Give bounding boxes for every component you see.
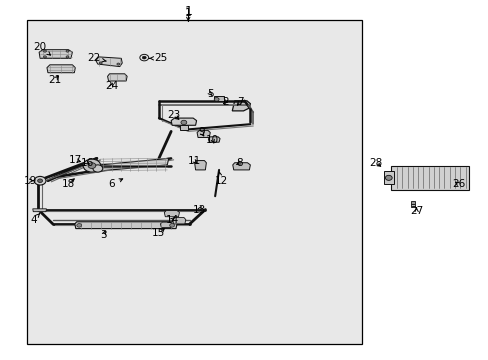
- Text: 1: 1: [184, 5, 192, 18]
- Text: 10: 10: [206, 135, 219, 145]
- Circle shape: [169, 224, 174, 227]
- Polygon shape: [383, 171, 393, 184]
- Text: 15: 15: [152, 228, 165, 238]
- Text: 24: 24: [104, 81, 118, 91]
- Text: 8: 8: [236, 158, 243, 168]
- Polygon shape: [107, 74, 127, 81]
- Circle shape: [142, 56, 146, 59]
- Text: 17: 17: [69, 155, 82, 165]
- Text: 5: 5: [206, 89, 213, 99]
- Polygon shape: [197, 130, 210, 138]
- Polygon shape: [232, 101, 250, 111]
- Circle shape: [38, 179, 42, 183]
- Polygon shape: [47, 65, 75, 73]
- Circle shape: [34, 176, 46, 185]
- Text: 2: 2: [222, 96, 229, 107]
- Text: 16: 16: [80, 158, 94, 168]
- Polygon shape: [208, 137, 220, 142]
- Text: 4: 4: [30, 214, 40, 225]
- Polygon shape: [410, 201, 414, 204]
- Text: 21: 21: [48, 75, 61, 85]
- Circle shape: [66, 56, 69, 58]
- Text: 26: 26: [451, 179, 465, 189]
- Polygon shape: [194, 161, 206, 170]
- Circle shape: [93, 165, 102, 172]
- Circle shape: [117, 63, 120, 65]
- Text: 20: 20: [34, 42, 50, 55]
- Text: 28: 28: [368, 158, 382, 168]
- Circle shape: [77, 224, 81, 227]
- Text: 13: 13: [192, 204, 206, 215]
- Text: 14: 14: [165, 215, 179, 225]
- Polygon shape: [390, 166, 468, 190]
- Polygon shape: [75, 222, 177, 229]
- Text: 3: 3: [100, 230, 107, 240]
- Polygon shape: [33, 209, 46, 212]
- Text: 23: 23: [166, 110, 180, 120]
- Text: 19: 19: [23, 176, 37, 186]
- Polygon shape: [96, 57, 122, 67]
- Text: 9: 9: [198, 127, 204, 138]
- Polygon shape: [214, 96, 224, 101]
- Text: 11: 11: [187, 156, 201, 166]
- Circle shape: [43, 50, 46, 52]
- Polygon shape: [171, 118, 196, 125]
- Bar: [27, 20, 361, 344]
- Circle shape: [83, 159, 101, 172]
- Circle shape: [214, 98, 219, 101]
- Circle shape: [385, 175, 391, 180]
- Text: 18: 18: [61, 179, 75, 189]
- Polygon shape: [160, 222, 172, 228]
- Polygon shape: [232, 163, 250, 170]
- Text: 25: 25: [149, 53, 168, 63]
- Circle shape: [43, 56, 46, 58]
- Text: 22: 22: [87, 53, 106, 63]
- Text: 27: 27: [409, 206, 423, 216]
- Polygon shape: [172, 217, 185, 224]
- Text: 12: 12: [214, 172, 227, 186]
- Circle shape: [99, 62, 102, 64]
- Polygon shape: [99, 158, 168, 171]
- Circle shape: [66, 50, 69, 52]
- Polygon shape: [39, 50, 72, 58]
- Text: 7: 7: [237, 96, 244, 107]
- Circle shape: [181, 120, 186, 125]
- Polygon shape: [180, 125, 187, 130]
- Text: 1: 1: [184, 8, 191, 21]
- Circle shape: [88, 163, 96, 168]
- Polygon shape: [164, 211, 179, 217]
- Text: 6: 6: [108, 179, 122, 189]
- Polygon shape: [410, 204, 414, 207]
